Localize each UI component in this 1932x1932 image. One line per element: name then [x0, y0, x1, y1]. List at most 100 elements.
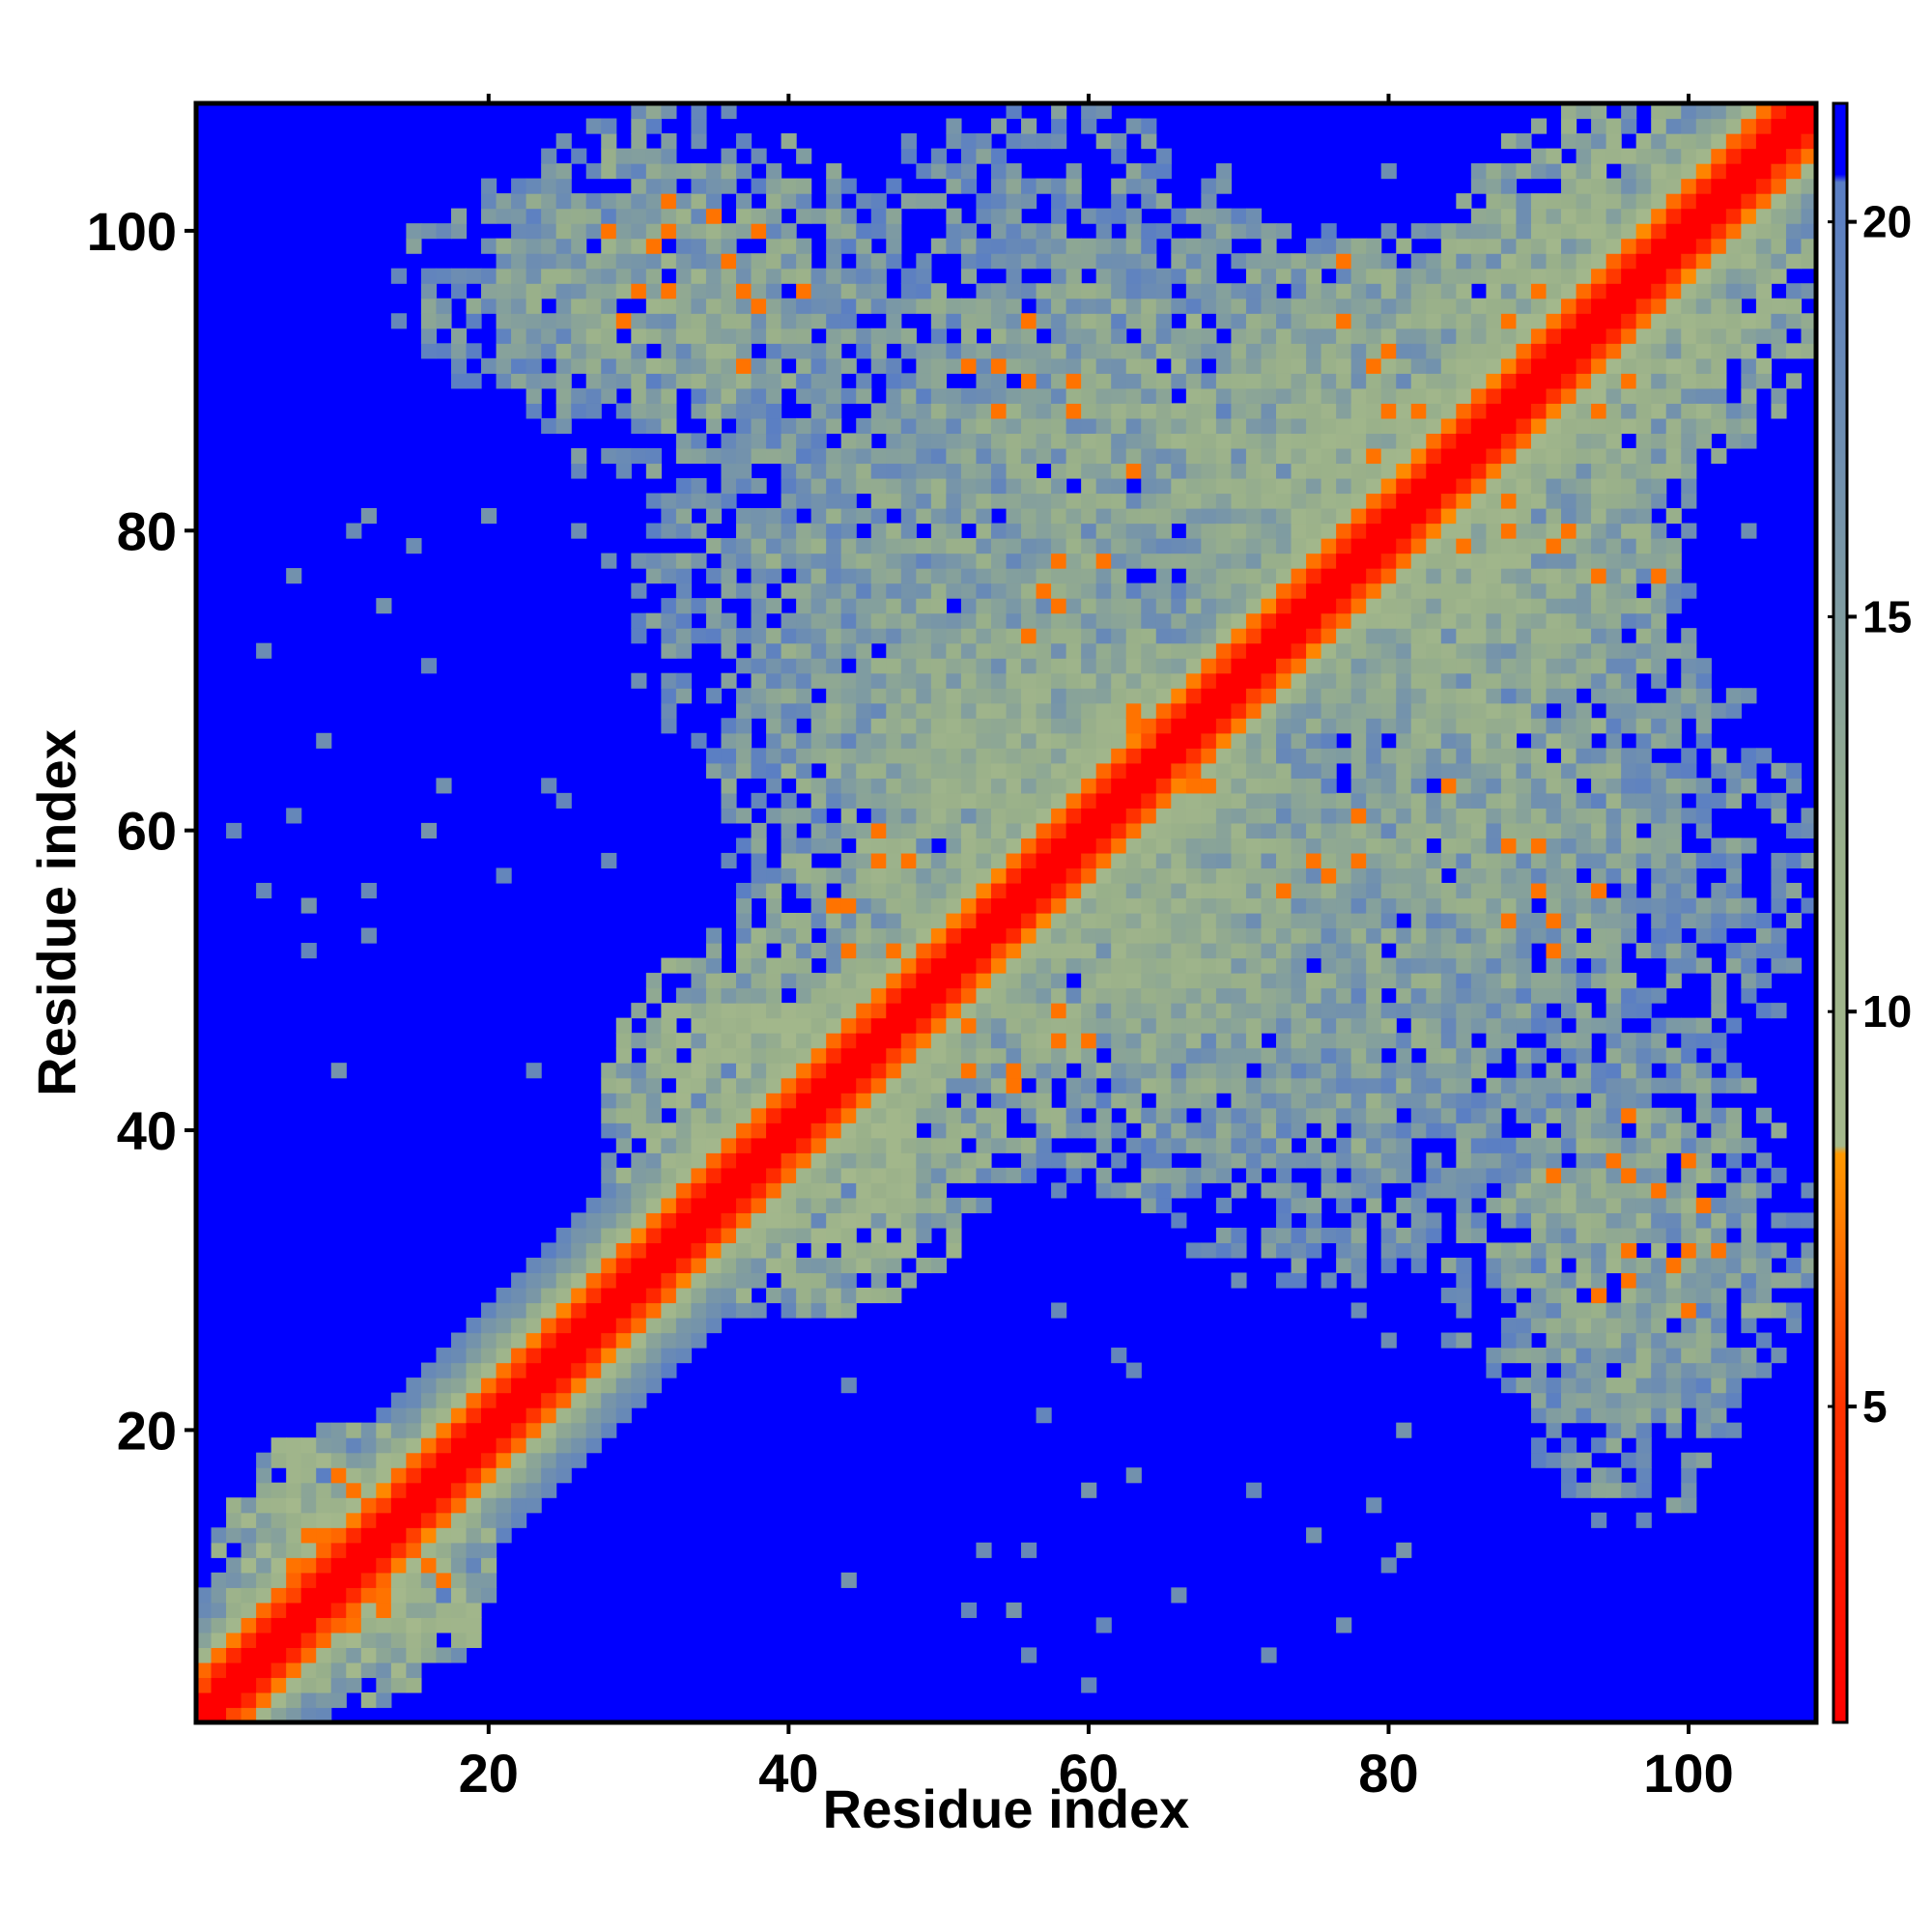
heatmap-cell [1111, 702, 1127, 719]
heatmap-cell [1516, 1003, 1532, 1019]
heatmap-cell [270, 1691, 287, 1709]
heatmap-cell [436, 1587, 452, 1604]
heatmap-cell [870, 792, 887, 809]
heatmap-cell [886, 1287, 902, 1304]
heatmap-cell [1456, 493, 1472, 509]
heatmap-cell [1006, 538, 1022, 554]
heatmap-cell [1021, 387, 1037, 404]
heatmap-cell [1546, 762, 1562, 779]
heatmap-cell [450, 1452, 468, 1468]
heatmap-cell [196, 1602, 213, 1618]
heatmap-cell [1500, 298, 1518, 314]
heatmap-cell [511, 1272, 527, 1289]
heatmap-cell [1321, 778, 1337, 794]
heatmap-cell [376, 1587, 392, 1604]
heatmap-cell [1291, 1017, 1307, 1034]
heatmap-cell [916, 838, 932, 854]
heatmap-cell [330, 1662, 347, 1679]
heatmap-cell [1321, 387, 1337, 404]
heatmap-cell [796, 298, 812, 314]
heatmap-cell [916, 433, 932, 449]
heatmap-cell [1336, 568, 1352, 584]
heatmap-cell [1111, 1093, 1127, 1109]
heatmap-cell [390, 1422, 407, 1438]
heatmap-cell [675, 447, 693, 465]
heatmap-cell [1141, 897, 1157, 914]
heatmap-cell [766, 688, 782, 704]
heatmap-cell [1081, 553, 1097, 569]
heatmap-cell [900, 1212, 917, 1229]
heatmap-cell [930, 987, 947, 1004]
heatmap-cell [1350, 957, 1367, 974]
heatmap-cell [1276, 223, 1293, 240]
heatmap-cell [1081, 718, 1097, 734]
heatmap-cell [1261, 1242, 1277, 1259]
heatmap-cell [916, 1212, 932, 1229]
heatmap-cell [555, 343, 572, 359]
heatmap-cell [1245, 403, 1263, 419]
heatmap-cell [796, 433, 812, 449]
heatmap-cell [856, 882, 872, 899]
heatmap-cell [721, 477, 737, 495]
heatmap-cell [960, 582, 978, 599]
heatmap-cell [1456, 313, 1472, 329]
heatmap-cell [1036, 732, 1052, 749]
heatmap-cell [1231, 463, 1247, 479]
heatmap-cell [1500, 943, 1518, 959]
heatmap-cell [360, 1632, 377, 1649]
heatmap-cell [1576, 313, 1592, 329]
heatmap-cell [691, 1182, 707, 1199]
heatmap-cell [1440, 477, 1457, 495]
heatmap-cell [1141, 943, 1157, 959]
heatmap-cell [526, 1287, 542, 1304]
heatmap-cell [1306, 1197, 1322, 1213]
heatmap-cell [1321, 417, 1337, 435]
heatmap-cell [1426, 283, 1442, 299]
heatmap-cell [1486, 762, 1502, 779]
heatmap-cell [930, 1047, 947, 1064]
heatmap-cell [990, 1122, 1008, 1139]
heatmap-cell [1546, 477, 1562, 495]
heatmap-cell [1321, 582, 1337, 599]
heatmap-cell [420, 223, 438, 240]
heatmap-cell [721, 1093, 737, 1109]
heatmap-cell [721, 433, 737, 449]
heatmap-cell [886, 732, 902, 749]
heatmap-cell [840, 1093, 857, 1109]
heatmap-cell [886, 553, 902, 569]
heatmap-cell [1036, 718, 1052, 734]
heatmap-cell [1111, 778, 1127, 794]
heatmap-cell [571, 238, 587, 254]
heatmap-cell [1276, 523, 1293, 539]
heatmap-cell [1470, 987, 1487, 1004]
heatmap-cell [1111, 1152, 1127, 1169]
heatmap-cell [990, 792, 1008, 809]
heatmap-cell [1185, 538, 1202, 554]
heatmap-cell [886, 792, 902, 809]
heatmap-cell [1426, 672, 1442, 689]
heatmap-cell [856, 702, 872, 719]
heatmap-cell [1111, 538, 1127, 554]
heatmap-cell [1546, 1302, 1562, 1319]
heatmap-cell [1336, 343, 1352, 359]
heatmap-cell [810, 897, 827, 914]
heatmap-cell [796, 867, 812, 884]
heatmap-cell [481, 1527, 497, 1544]
heatmap-cell [1486, 582, 1502, 599]
heatmap-cell [316, 1527, 332, 1544]
heatmap-cell [1321, 598, 1337, 614]
heatmap-cell [1470, 838, 1487, 854]
heatmap-cell [1215, 523, 1233, 539]
heatmap-cell [1500, 357, 1518, 374]
heatmap-cell [721, 987, 737, 1004]
heatmap-cell [1546, 283, 1562, 299]
heatmap-cell [1111, 493, 1127, 509]
heatmap-cell [930, 1137, 947, 1153]
heatmap-cell [1530, 373, 1548, 389]
heatmap-cell [406, 1422, 422, 1438]
heatmap-cell [1470, 1152, 1487, 1169]
heatmap-cell [1006, 1602, 1022, 1618]
heatmap-cell [960, 822, 978, 839]
heatmap-cell [886, 238, 902, 254]
heatmap-cell [1051, 417, 1067, 435]
